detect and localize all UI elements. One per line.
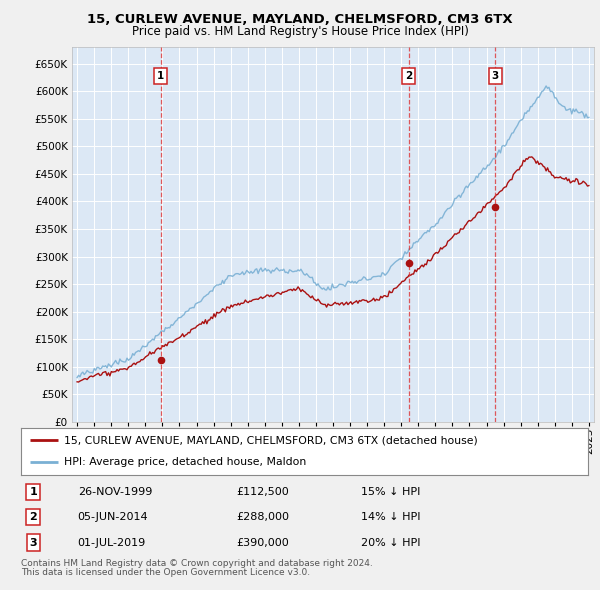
Text: 14% ↓ HPI: 14% ↓ HPI bbox=[361, 512, 421, 522]
Text: 26-NOV-1999: 26-NOV-1999 bbox=[78, 487, 152, 497]
Text: This data is licensed under the Open Government Licence v3.0.: This data is licensed under the Open Gov… bbox=[21, 568, 310, 577]
Text: 1: 1 bbox=[29, 487, 37, 497]
Text: Contains HM Land Registry data © Crown copyright and database right 2024.: Contains HM Land Registry data © Crown c… bbox=[21, 559, 373, 568]
Text: 15% ↓ HPI: 15% ↓ HPI bbox=[361, 487, 421, 497]
Text: 2: 2 bbox=[405, 71, 412, 81]
Text: 3: 3 bbox=[491, 71, 499, 81]
Text: 15, CURLEW AVENUE, MAYLAND, CHELMSFORD, CM3 6TX (detached house): 15, CURLEW AVENUE, MAYLAND, CHELMSFORD, … bbox=[64, 435, 477, 445]
Text: 15, CURLEW AVENUE, MAYLAND, CHELMSFORD, CM3 6TX: 15, CURLEW AVENUE, MAYLAND, CHELMSFORD, … bbox=[87, 13, 513, 26]
Text: £288,000: £288,000 bbox=[236, 512, 289, 522]
Text: 05-JUN-2014: 05-JUN-2014 bbox=[78, 512, 148, 522]
Text: £390,000: £390,000 bbox=[236, 537, 289, 548]
Text: HPI: Average price, detached house, Maldon: HPI: Average price, detached house, Mald… bbox=[64, 457, 306, 467]
Text: 2: 2 bbox=[29, 512, 37, 522]
Text: 01-JUL-2019: 01-JUL-2019 bbox=[78, 537, 146, 548]
Text: Price paid vs. HM Land Registry's House Price Index (HPI): Price paid vs. HM Land Registry's House … bbox=[131, 25, 469, 38]
Text: 20% ↓ HPI: 20% ↓ HPI bbox=[361, 537, 421, 548]
Text: £112,500: £112,500 bbox=[236, 487, 289, 497]
Text: 1: 1 bbox=[157, 71, 164, 81]
Text: 3: 3 bbox=[29, 537, 37, 548]
